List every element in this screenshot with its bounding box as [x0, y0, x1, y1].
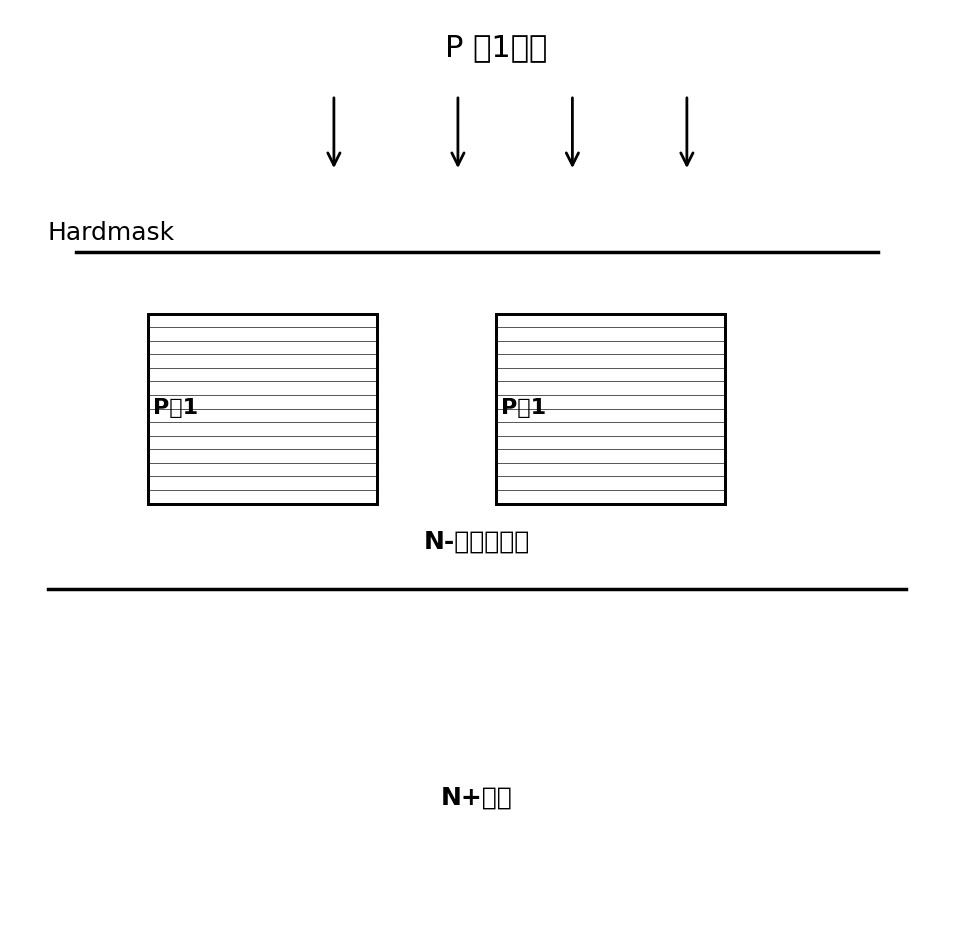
Text: P阱1: P阱1 [500, 398, 545, 419]
Text: P 阱1注入: P 阱1注入 [444, 33, 547, 62]
Text: P阱1: P阱1 [152, 398, 197, 419]
FancyBboxPatch shape [148, 314, 376, 504]
Text: Hardmask: Hardmask [48, 220, 174, 245]
FancyBboxPatch shape [496, 314, 724, 504]
Text: N+衬底: N+衬底 [440, 786, 513, 810]
Text: N-碳化硅外延: N-碳化硅外延 [423, 529, 530, 554]
